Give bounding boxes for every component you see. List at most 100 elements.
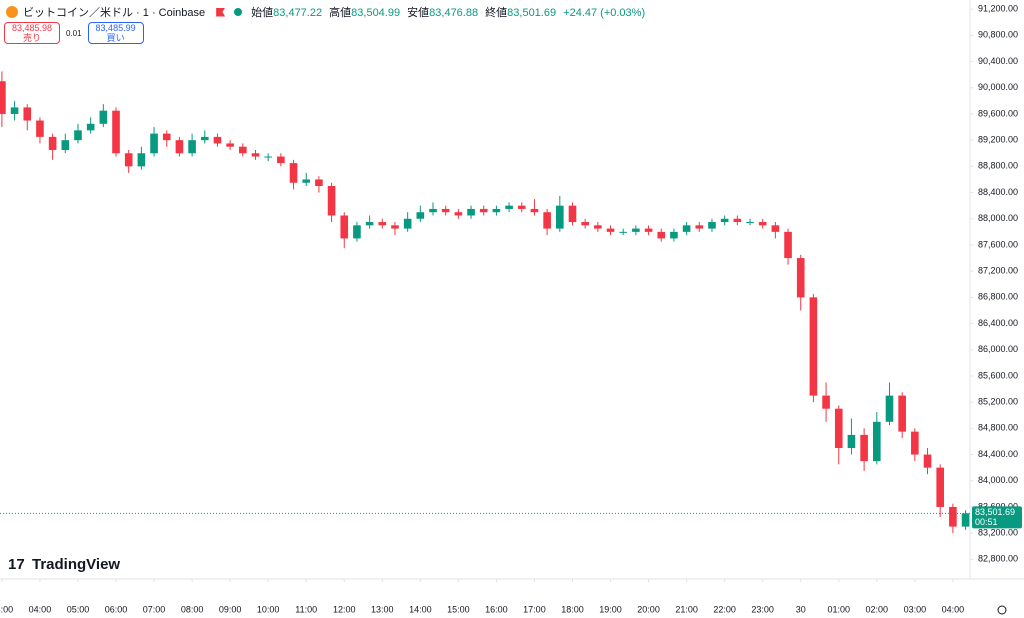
- y-tick-label: 87,600.00: [978, 239, 1018, 249]
- candle-body: [112, 110, 120, 154]
- y-tick-label: 82,800.00: [978, 554, 1018, 564]
- candle-body: [847, 434, 856, 449]
- ohlc-label: 高値: [329, 7, 352, 19]
- y-tick-label: 85,600.00: [978, 370, 1018, 380]
- symbol[interactable]: ビットコイン／米ドル · 1 · Coinbase: [23, 7, 206, 19]
- candle-body: [188, 140, 196, 154]
- x-tick-label: 16:00: [485, 604, 508, 614]
- candle-body: [340, 215, 349, 239]
- candle-body: [162, 133, 171, 141]
- candle-body: [784, 231, 792, 259]
- x-tick-label: 05:00: [67, 604, 90, 614]
- candle-body: [416, 212, 425, 219]
- candle-body: [733, 218, 742, 223]
- spread: 0.01: [66, 28, 82, 38]
- candle-body: [949, 506, 957, 527]
- y-tick-label: 84,400.00: [978, 449, 1018, 459]
- candle-body: [911, 431, 919, 455]
- candle-body: [74, 130, 82, 141]
- sell-price: 83,485.98: [11, 23, 53, 33]
- y-tick-label: 88,400.00: [978, 187, 1018, 197]
- x-tick-label: 06:00: [105, 604, 128, 614]
- y-tick-label: 88,800.00: [978, 161, 1018, 171]
- candle-body: [61, 140, 70, 150]
- buy-label: 買い: [106, 33, 125, 43]
- ohlc-value: 83,476.88: [429, 7, 479, 19]
- candle-body: [289, 163, 298, 183]
- countdown: 00:51: [975, 517, 998, 527]
- ohlc: 始値83,477.22 高値83,504.99 安値83,476.88 終値83…: [251, 4, 649, 20]
- x-tick-label: 02:00: [866, 604, 889, 614]
- x-tick-label: 20:00: [637, 604, 660, 614]
- x-tick-label: 15:00: [447, 604, 470, 614]
- candle-body: [720, 218, 729, 223]
- x-tick-label: 04:00: [29, 604, 52, 614]
- candle-body: [0, 81, 6, 114]
- x-tick-label: 30: [796, 604, 806, 614]
- sell-button[interactable]: 83,485.98 売り: [4, 22, 60, 44]
- flag-icon[interactable]: [216, 7, 226, 17]
- candle-body: [771, 225, 780, 232]
- y-tick-label: 83,600.00: [978, 501, 1018, 511]
- coin-icon: [6, 6, 18, 18]
- settings-icon[interactable]: [997, 605, 1007, 615]
- x-tick-label: 17:00: [523, 604, 546, 614]
- ohlc-label: 始値: [251, 7, 274, 19]
- candle-body: [403, 218, 412, 229]
- candle-body: [505, 205, 513, 209]
- x-tick-label: 11:00: [295, 604, 317, 614]
- change: +24.47 (+0.03%): [563, 7, 646, 19]
- candle-body: [695, 225, 704, 229]
- candle-body: [200, 136, 209, 141]
- candle-body: [150, 133, 158, 154]
- x-tick-label: 04:00: [942, 604, 965, 614]
- candle-body: [378, 222, 387, 226]
- candle-body: [885, 395, 894, 422]
- sell-label: 売り: [22, 33, 41, 43]
- x-tick-label: 13:00: [371, 604, 394, 614]
- candle-body: [758, 222, 767, 226]
- ohlc-label: 終値: [485, 7, 508, 19]
- candle-body: [251, 153, 260, 157]
- candle-body: [441, 208, 450, 213]
- y-tick-label: 89,600.00: [978, 108, 1018, 118]
- y-tick-label: 89,200.00: [978, 135, 1018, 145]
- candle-body: [277, 156, 285, 164]
- candle-body: [226, 143, 234, 147]
- candle-body: [809, 297, 818, 396]
- x-tick-label: 09:00: [219, 604, 242, 614]
- candle-body: [796, 258, 805, 298]
- last-price-label: 83,501.69: [975, 507, 1015, 517]
- header: ビットコイン／米ドル · 1 · Coinbase 始値83,477.22 高値…: [6, 4, 649, 20]
- y-tick-label: 90,000.00: [978, 82, 1018, 92]
- candle-body: [682, 225, 691, 232]
- candle-body: [327, 186, 336, 216]
- candle-body: [657, 231, 666, 239]
- candle-body: [479, 208, 488, 213]
- y-tick-label: 86,800.00: [978, 292, 1018, 302]
- status-dot: [234, 8, 243, 16]
- x-tick-label: 21:00: [675, 604, 698, 614]
- y-tick-label: 83,200.00: [978, 528, 1018, 538]
- y-tick-label: 91,200.00: [978, 4, 1018, 14]
- candle-body: [632, 228, 640, 232]
- y-tick-label: 87,200.00: [978, 266, 1018, 276]
- candle-body: [619, 231, 628, 233]
- candle-body: [581, 222, 589, 226]
- candle-body: [530, 208, 539, 213]
- candle-body: [517, 205, 526, 209]
- last-price-box: [972, 506, 1022, 529]
- y-tick-label: 84,800.00: [978, 423, 1018, 433]
- candle-body: [467, 208, 475, 216]
- candle-body: [568, 205, 577, 223]
- candle-body: [429, 208, 437, 213]
- candle-body: [822, 395, 830, 409]
- candle-body: [898, 395, 906, 432]
- candle-body: [239, 146, 247, 154]
- candle-body: [708, 222, 716, 229]
- buy-button[interactable]: 83,485.99 買い: [87, 22, 144, 44]
- candle-body: [365, 222, 374, 226]
- y-tick-label: 86,000.00: [978, 344, 1018, 354]
- ohlc-value: 83,504.99: [351, 7, 401, 19]
